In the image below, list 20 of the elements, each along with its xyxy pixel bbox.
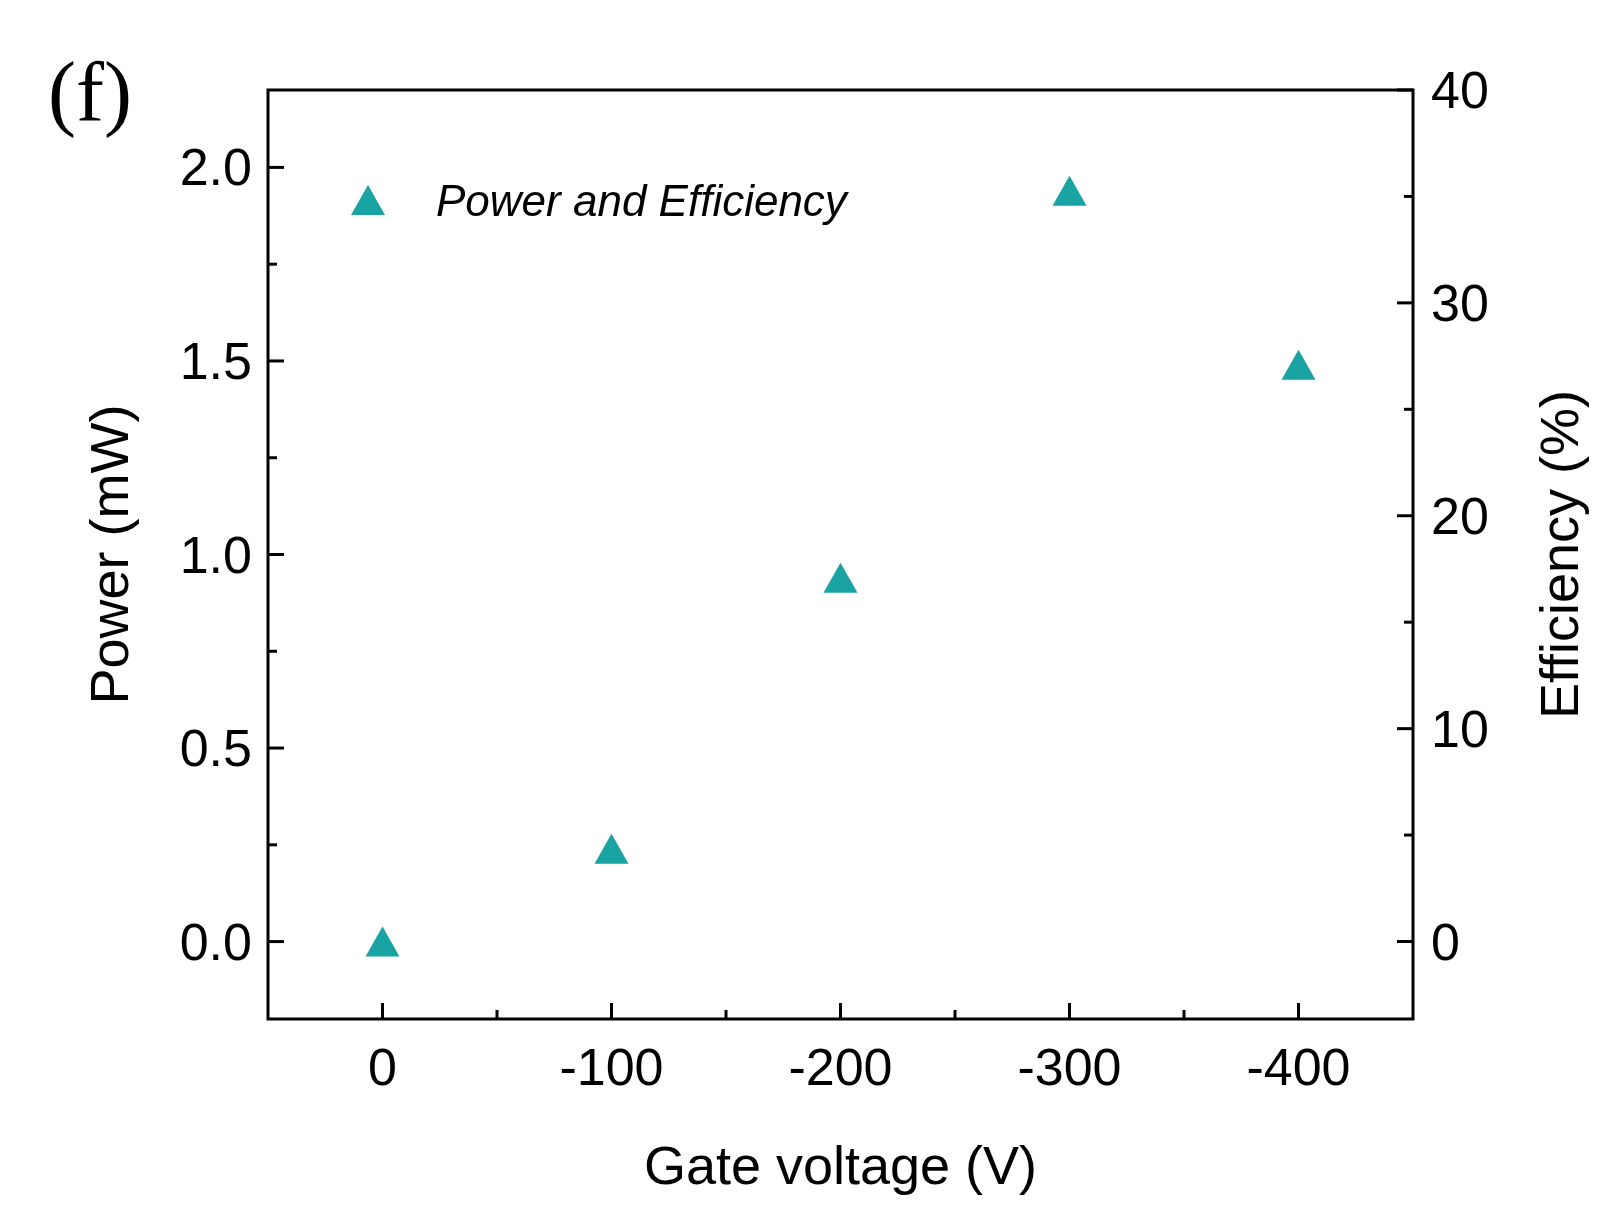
y2-tick-label: 30	[1431, 273, 1489, 332]
legend-label: Power and Efficiency	[436, 176, 850, 225]
y-tick-label: 1.0	[179, 525, 252, 584]
text: (f)	[48, 45, 132, 139]
x-tick-label: -400	[1246, 1038, 1351, 1096]
x-tick-label: 0	[368, 1038, 397, 1096]
x-tick-label: -300	[1017, 1038, 1122, 1096]
y2-tick-label: 20	[1431, 486, 1489, 545]
y-axis-title: Power (mW)	[79, 404, 139, 705]
x-axis-title: Gate voltage (V)	[643, 1135, 1038, 1195]
y2-tick-label: 0	[1431, 912, 1460, 971]
y2-tick-label: 10	[1431, 699, 1489, 758]
y-tick-label: 1.5	[179, 331, 252, 390]
text: 0.0	[179, 912, 252, 971]
y-tick-label: 2.0	[179, 138, 252, 197]
x-tick-label: -100	[559, 1038, 664, 1096]
y2-tick-label: 40	[1431, 61, 1489, 119]
x-tick-label: -200	[788, 1038, 893, 1096]
y-tick-label: 0.5	[179, 719, 252, 778]
y2-axis-title: Efficiency (%)	[1529, 389, 1589, 720]
